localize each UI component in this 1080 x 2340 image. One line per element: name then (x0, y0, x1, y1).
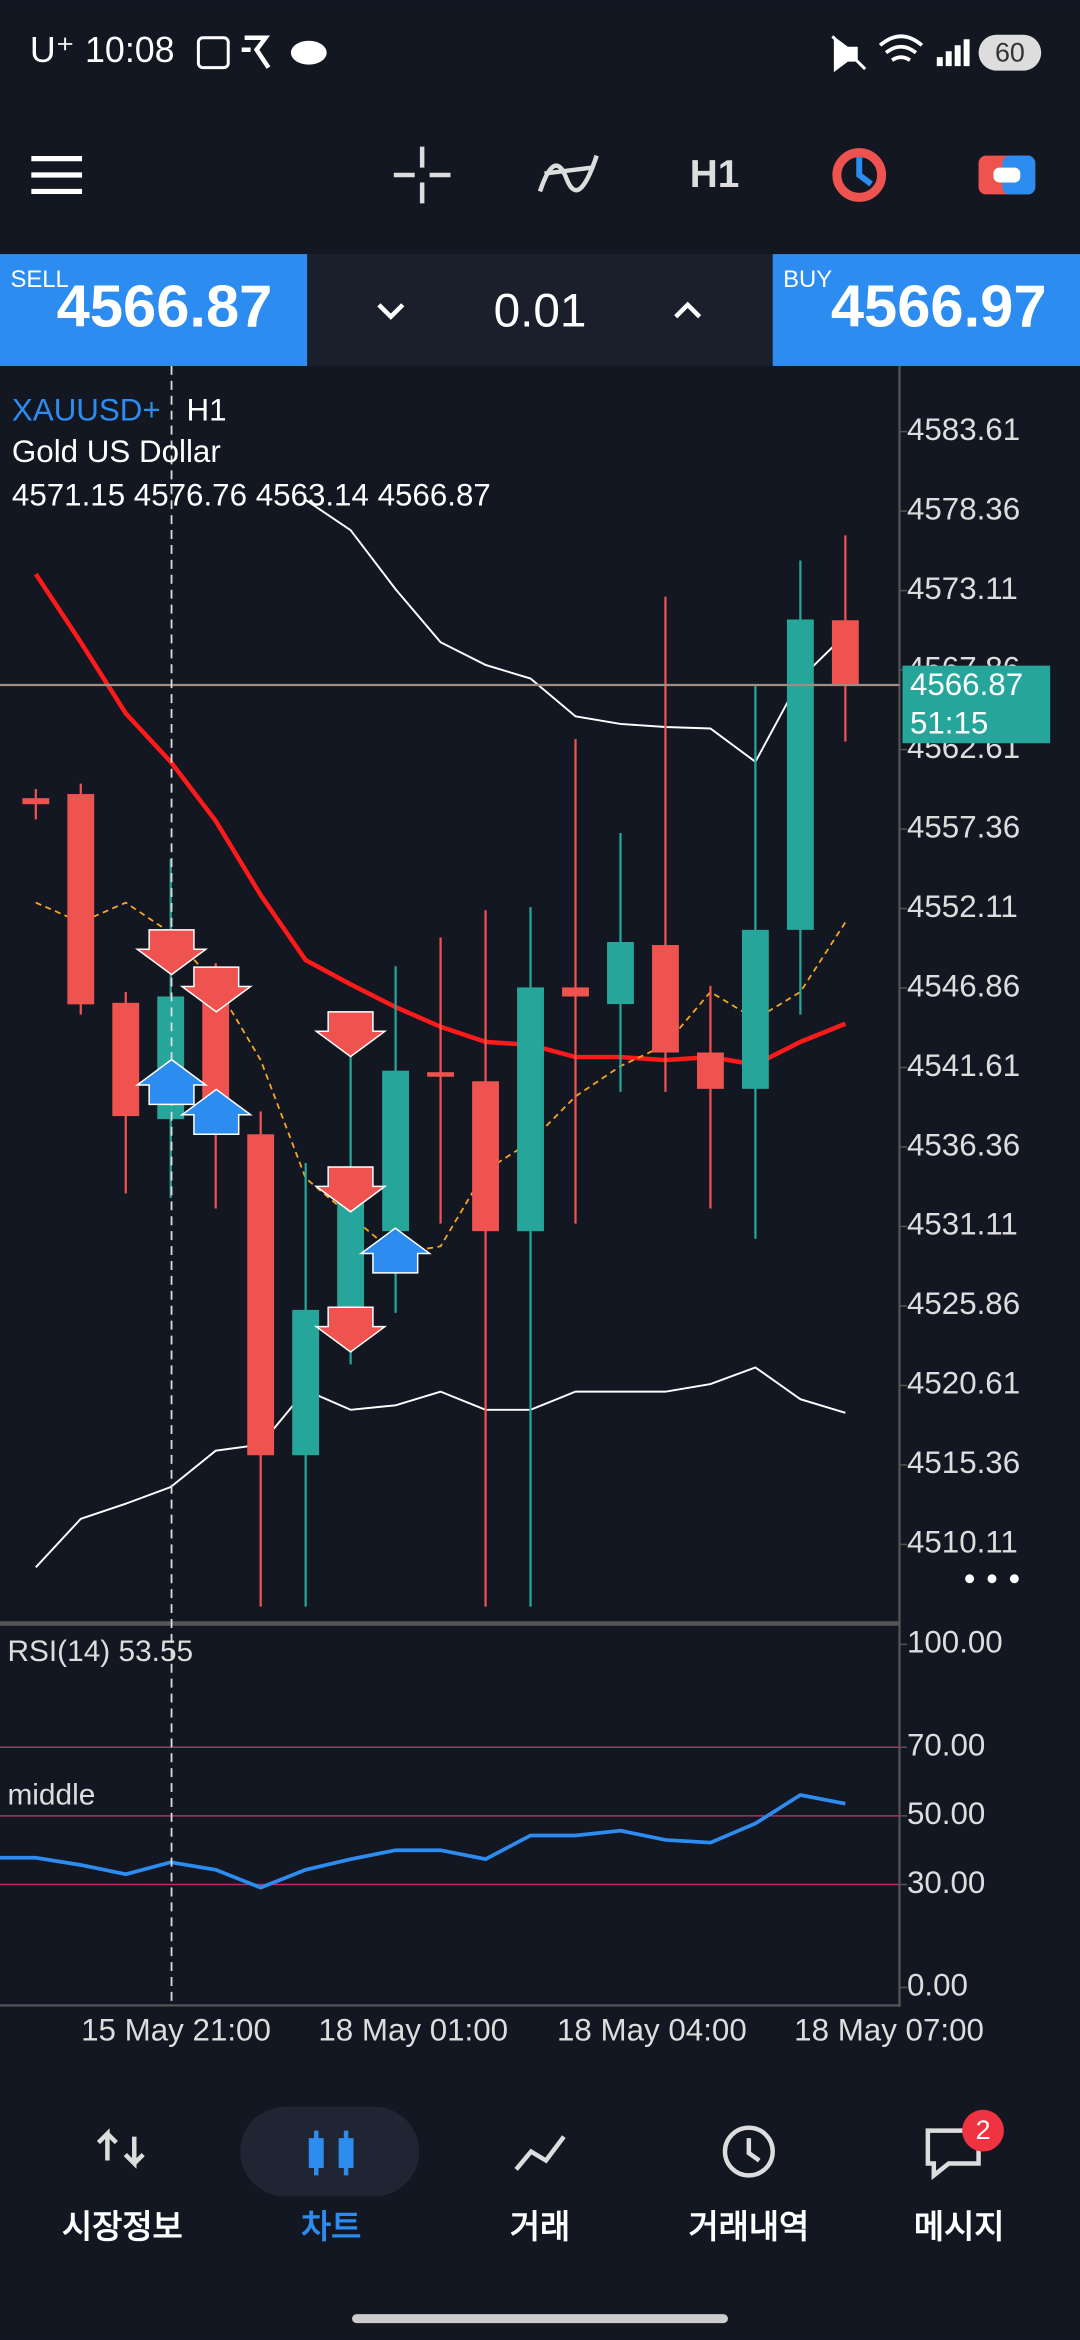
status-icon (290, 40, 327, 65)
candle-body (112, 1002, 140, 1117)
carrier: U⁺ (30, 30, 75, 70)
x-tick-label: 18 May 04:00 (557, 2012, 747, 2047)
y-tick-label: 4510.11 (907, 1525, 1018, 1560)
candle-body (562, 987, 589, 997)
candle-body (697, 1052, 724, 1089)
y-tick-label: 4515.36 (907, 1445, 1020, 1480)
indicator-line (35, 901, 847, 1255)
rsi-tick-label: 0.00 (907, 1968, 968, 2003)
x-tick-label: 15 May 21:00 (81, 2012, 271, 2047)
badge-count: 2 (976, 2115, 991, 2145)
sell-price: 4566.87 (57, 273, 273, 340)
rsi-plot (0, 1746, 900, 1890)
sell-button[interactable] (0, 254, 308, 366)
mute-icon (831, 35, 867, 73)
candle-body (382, 1070, 410, 1232)
y-tick-label: 4552.11 (907, 889, 1018, 924)
nav-icon (722, 2125, 775, 2178)
symbol[interactable]: XAUUSD+ (12, 392, 161, 427)
current-price: 4566.87 (910, 667, 1023, 702)
candle-body (472, 1081, 499, 1232)
buy-button[interactable] (772, 254, 1080, 366)
nav-active-pill (240, 2106, 420, 2197)
rsi-tick-label: 50.00 (907, 1796, 985, 1831)
more-dot[interactable] (965, 1574, 975, 1584)
crosshair-button[interactable] (393, 146, 451, 204)
lot-increase[interactable] (674, 301, 702, 319)
candle-body (22, 798, 50, 805)
clock-button[interactable] (832, 148, 887, 202)
badge (962, 2109, 1004, 2152)
rsi-label: RSI(14) 53.55 (7, 1635, 193, 1668)
y-tick-label: 4531.11 (907, 1207, 1018, 1242)
rsi-tick-label: 30.00 (907, 1865, 985, 1900)
nav-label[interactable]: 거래 (510, 2208, 570, 2245)
candle-body (831, 620, 859, 686)
rsi-tick-label: 100.00 (907, 1625, 1003, 1660)
rsi-middle-label: middle (7, 1778, 95, 1811)
y-tick-label: 4573.11 (907, 571, 1018, 606)
chart-timeframe: H1 (186, 392, 226, 427)
current-price-box (902, 665, 1051, 744)
buy-price: 4566.97 (831, 273, 1047, 340)
ohlc-text: 4571.15 4576.76 4563.14 4566.87 (12, 478, 491, 513)
rsi-tick-label: 70.00 (907, 1728, 985, 1763)
y-tick-label: 4520.61 (907, 1366, 1020, 1401)
candle-body (427, 1072, 455, 1077)
indicator-button[interactable] (537, 154, 599, 193)
y-tick-label: 4578.36 (907, 491, 1020, 526)
nav-label[interactable]: 거래내역 (688, 2208, 809, 2245)
lot-size[interactable]: 0.01 (494, 284, 587, 337)
clock-hand (856, 157, 873, 187)
candle-body (67, 794, 95, 1005)
description: Gold US Dollar (12, 434, 221, 469)
nav-icon (338, 2138, 354, 2168)
timeframe-button[interactable]: H1 (690, 153, 740, 196)
candle-body (652, 945, 679, 1053)
battery (978, 34, 1042, 71)
candle-body (786, 619, 814, 930)
x-tick-label: 18 May 01:00 (318, 2012, 508, 2047)
y-tick-label: 4557.36 (907, 809, 1020, 844)
nav-label[interactable]: 시장정보 (62, 2208, 183, 2245)
axes: 4583.614578.364573.114567.864562.614557.… (81, 412, 1051, 2047)
nav-label[interactable]: 차트 (301, 2208, 361, 2245)
candle-body (741, 929, 769, 1089)
nav-label[interactable]: 메시지 (914, 2208, 1005, 2245)
menu-button[interactable] (31, 156, 83, 195)
wifi-icon (878, 34, 924, 62)
nav-bar: 시장정보 차트 거래 거래내역 메시지 (62, 2208, 1004, 2245)
nav-icon (514, 2135, 566, 2171)
rsi-line (0, 1793, 846, 1890)
more-dot (987, 1574, 997, 1584)
home-indicator (352, 2314, 728, 2324)
status-icon (196, 36, 230, 70)
battery-level: 60 (995, 37, 1025, 67)
candle-body (247, 1134, 275, 1456)
y-tick-label: 4541.61 (907, 1048, 1020, 1083)
y-tick-label: 4546.86 (907, 968, 1020, 1003)
candle-body (607, 941, 634, 1005)
candle-body (517, 987, 544, 1232)
nav-icon (96, 2128, 145, 2169)
nav-icon (308, 2138, 324, 2168)
y-tick-label: 4536.36 (907, 1127, 1020, 1162)
countdown: 51:15 (910, 706, 988, 741)
status-icon (241, 35, 271, 69)
buy-label: BUY (783, 266, 832, 293)
lot-decrease[interactable] (377, 303, 405, 320)
price-plot (0, 499, 900, 1607)
candle-body (292, 1309, 320, 1456)
more-dot (1009, 1574, 1019, 1584)
x-tick-label: 18 May 07:00 (794, 2012, 984, 2047)
y-tick-label: 4525.86 (907, 1286, 1020, 1321)
trade-button-center (993, 167, 1021, 183)
trade-arrows (134, 929, 432, 1353)
signal-icon (936, 39, 970, 67)
sell-label: SELL (10, 266, 68, 293)
clock: 10:08 (85, 30, 175, 70)
y-tick-label: 4583.61 (907, 412, 1020, 447)
